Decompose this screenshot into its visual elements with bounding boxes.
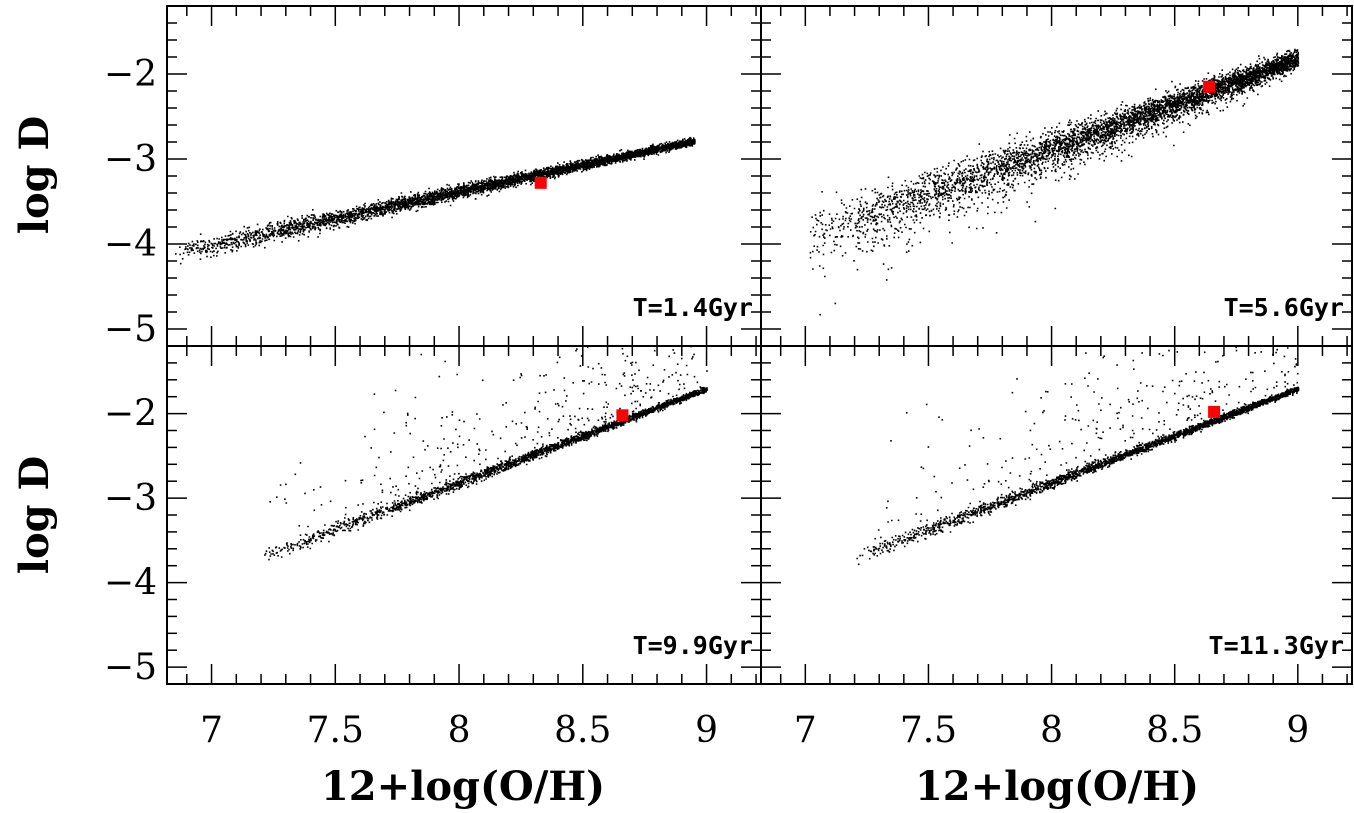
ticks [167,5,761,347]
y-tick-label: −2 [104,394,157,435]
panel-time-label: T=9.9Gyr [633,631,753,660]
highlight-marker [534,176,547,189]
panel-time-label: T=1.4Gyr [633,293,753,322]
panel-time-label: T=5.6Gyr [1224,293,1344,322]
y-tick-label: −2 [104,54,157,95]
scatter-points [175,136,696,265]
x-tick-label: 8.5 [1146,710,1203,751]
x-axis-title-right: 12+log(O/H) [915,763,1199,810]
panel-3: T=9.9Gyr [166,345,762,685]
x-tick-label: 9 [1286,710,1309,751]
y-tick-label: −5 [104,309,157,350]
y-tick-label: −4 [104,224,157,265]
x-tick-label: 8 [1040,710,1063,751]
axes-text-group: log D log D 12+log(O/H) 12+log(O/H) −2 −3… [11,54,1309,810]
scatter-dots [809,48,1300,316]
y-tick-label: −4 [104,563,157,604]
x-tick-label: 7 [200,710,223,751]
highlight-marker [616,409,629,422]
x-tick-label: 8 [448,710,471,751]
scatter-dots [264,346,709,561]
highlight-marker [1203,80,1216,93]
y-tick-label: −3 [104,478,157,519]
x-tick-label: 7 [794,710,817,751]
panel-2: T=5.6Gyr [760,5,1353,347]
x-tick-label: 7.5 [900,710,957,751]
scatter-dots [856,346,1300,566]
highlight-marker [1208,405,1221,418]
x-tick-label: 7.5 [307,710,364,751]
y-axis-title-top: log D [11,116,58,234]
ticks [761,345,1352,685]
panel-time-label: T=11.3Gyr [1209,631,1344,660]
panel-1: T=1.4Gyr [166,5,762,347]
scatter-points [856,346,1300,566]
scatter-points [809,48,1300,316]
x-tick-label: 8.5 [554,710,611,751]
panel-4: T=11.3Gyr [760,345,1353,685]
y-tick-label: −3 [104,139,157,180]
ticks [167,345,761,685]
x-tick-label: 9 [695,710,718,751]
panels-group: T=1.4Gyr T=5.6Gyr T=9.9Gyr T=11.3Gyr [166,5,1353,685]
y-tick-label: −5 [104,647,157,688]
x-axis-title-left: 12+log(O/H) [321,763,605,810]
scatter-dots [175,136,696,265]
scatter-points [264,346,709,561]
y-axis-title-bottom: log D [11,456,58,574]
